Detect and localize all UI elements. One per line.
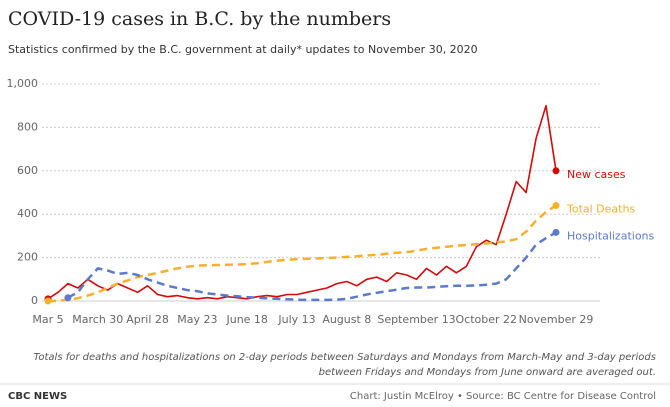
x-tick-label: November 29: [519, 313, 594, 326]
end-dot: [552, 228, 560, 236]
end-dot: [552, 202, 560, 210]
footnote: Totals for deaths and hospitalizations o…: [34, 352, 657, 363]
end-dot: [44, 297, 52, 305]
series-label: Total Deaths: [566, 203, 635, 216]
brand: CBC NEWS: [8, 391, 67, 402]
y-tick-label: 200: [17, 251, 38, 264]
series-label: New cases: [567, 168, 626, 181]
end-dot: [552, 167, 560, 175]
x-tick-label: May 23: [177, 313, 217, 326]
x-tick-label: October 22: [456, 313, 518, 326]
source: Chart: Justin McElroy • Source: BC Centr…: [350, 391, 656, 402]
chart-title: COVID-19 cases in B.C. by the numbers: [8, 8, 391, 30]
x-tick-label: August 8: [322, 313, 371, 326]
x-tick-label: June 18: [225, 313, 267, 326]
end-dot: [64, 294, 72, 302]
y-tick-label: 400: [17, 207, 38, 220]
series-line: [47, 104, 557, 300]
x-tick-label: March 30: [72, 313, 123, 326]
chart-subtitle: Statistics confirmed by the B.C. governm…: [8, 43, 478, 56]
y-tick-label: 1,000: [7, 77, 39, 90]
x-tick-label: April 28: [126, 313, 169, 326]
footnote: between Fridays and Mondays from June on…: [319, 367, 656, 378]
x-tick-label: July 13: [277, 313, 315, 326]
x-tick-label: Mar 5: [32, 313, 63, 326]
y-tick-label: 0: [31, 294, 38, 307]
x-tick-label: September 13: [377, 313, 455, 326]
series-line: [67, 231, 557, 302]
series-line: [47, 204, 557, 303]
y-tick-label: 600: [17, 164, 38, 177]
series-label: Hospitalizations: [567, 229, 655, 242]
y-tick-label: 800: [17, 120, 38, 133]
